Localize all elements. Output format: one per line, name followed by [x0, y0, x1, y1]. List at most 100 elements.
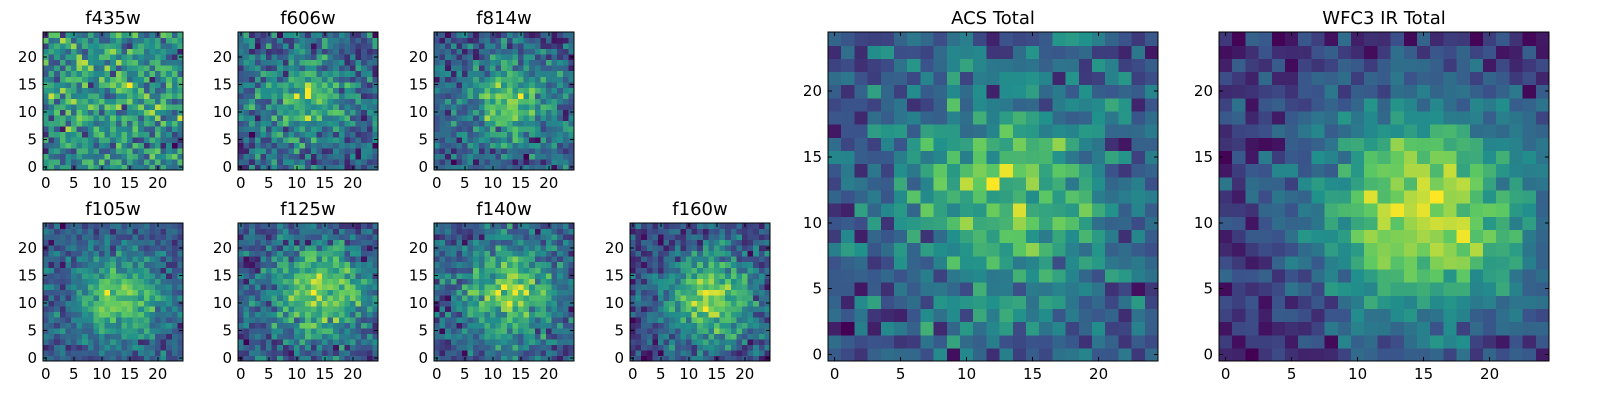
heatmap-cell: [54, 54, 61, 61]
heatmap-cell: [294, 344, 301, 351]
heatmap-cell: [160, 344, 167, 351]
heatmap-cell: [641, 305, 648, 312]
heatmap-cell: [1131, 229, 1146, 244]
heatmap-cell: [691, 333, 698, 340]
heatmap-cell: [344, 32, 351, 39]
heatmap-cell: [434, 322, 441, 329]
heatmap-cell: [59, 43, 66, 50]
heatmap-cell: [714, 234, 721, 241]
heatmap-cell: [714, 311, 721, 318]
heatmap-cell: [658, 283, 665, 290]
heatmap-cell: [127, 125, 134, 132]
heatmap-cell: [495, 70, 502, 77]
heatmap-cell: [59, 54, 66, 61]
heatmap-cell: [43, 344, 50, 351]
heatmap-cell: [260, 311, 267, 318]
heatmap-cell: [691, 322, 698, 329]
heatmap-cell: [946, 216, 961, 230]
y-tick-label: 0: [27, 349, 37, 367]
heatmap-cell: [674, 245, 681, 252]
heatmap-cell: [277, 272, 284, 279]
heatmap-cell: [986, 163, 1001, 178]
heatmap-cell: [540, 349, 547, 357]
heatmap-cell: [288, 283, 295, 290]
heatmap-cell: [680, 322, 687, 329]
heatmap-cell: [501, 32, 508, 39]
heatmap-cell: [138, 59, 145, 66]
heatmap-cell: [501, 136, 508, 143]
heatmap-cell: [260, 120, 267, 127]
heatmap-cell: [764, 267, 771, 274]
y-tick-label: 5: [614, 322, 624, 340]
heatmap-cell: [512, 283, 519, 290]
heatmap-cell: [327, 76, 334, 83]
heatmap-cell: [238, 234, 245, 241]
heatmap-cell: [333, 32, 340, 39]
heatmap-cell: [725, 278, 732, 285]
heatmap-cell: [551, 322, 558, 329]
heatmap-cell: [490, 316, 497, 323]
heatmap-cell: [450, 37, 457, 44]
x-tick-label: 0: [236, 365, 246, 383]
heatmap-cell: [59, 228, 66, 235]
heatmap-cell: [327, 278, 334, 285]
heatmap-cell: [529, 278, 536, 285]
heatmap-cell: [473, 289, 480, 296]
heatmap-cell: [546, 311, 553, 318]
heatmap-cell: [490, 136, 497, 143]
heatmap-cell: [238, 305, 245, 312]
heatmap-cell: [568, 278, 575, 285]
heatmap-cell: [495, 114, 502, 121]
heatmap-cell: [171, 245, 178, 252]
heatmap-cell: [48, 300, 55, 307]
heatmap-cell: [462, 327, 469, 334]
heatmap-cell: [277, 267, 284, 274]
heatmap-cell: [65, 147, 72, 155]
heatmap-cell: [674, 333, 681, 340]
heatmap-cell: [456, 267, 463, 274]
heatmap-cell: [551, 120, 558, 127]
heatmap-cell: [99, 147, 106, 155]
heatmap-cell: [669, 245, 676, 252]
heatmap-cell: [254, 300, 261, 307]
heatmap-cell: [99, 267, 106, 274]
heatmap-cell: [361, 300, 368, 307]
heatmap-cell: [445, 153, 452, 160]
heatmap-cell: [338, 43, 345, 50]
heatmap-cell: [736, 333, 743, 340]
heatmap-cell: [355, 109, 362, 116]
heatmap-cell: [512, 349, 519, 357]
heatmap-cell: [138, 250, 145, 257]
heatmap-cell: [104, 338, 111, 346]
heatmap-cell: [288, 322, 295, 329]
heatmap-cell: [71, 300, 78, 307]
heatmap-cell: [736, 278, 743, 285]
heatmap-cell: [697, 344, 704, 351]
heatmap-cell: [277, 136, 284, 143]
heatmap-cell: [82, 81, 89, 88]
heatmap-cell: [155, 239, 162, 246]
heatmap-cell: [753, 289, 760, 296]
heatmap-cell: [65, 136, 72, 143]
heatmap-cell: [490, 37, 497, 44]
heatmap-cell: [310, 250, 317, 257]
heatmap-cell: [355, 300, 362, 307]
heatmap-cell: [155, 267, 162, 274]
heatmap-cell: [299, 37, 306, 44]
heatmap-cell: [277, 120, 284, 127]
heatmap-cell: [960, 203, 974, 217]
heatmap-cell: [518, 147, 525, 155]
heatmap-cell: [254, 48, 261, 55]
y-tick-label: 10: [409, 103, 428, 121]
heatmap-cell: [127, 37, 134, 44]
heatmap-cell: [338, 70, 345, 77]
heatmap-cell: [973, 189, 987, 204]
heatmap-cell: [238, 228, 245, 235]
heatmap-cell: [160, 109, 167, 116]
heatmap-cell: [327, 322, 334, 329]
heatmap-cell: [540, 338, 547, 346]
heatmap-cell: [753, 267, 760, 274]
heatmap-cell: [43, 283, 50, 290]
heatmap-cell: [490, 158, 497, 166]
heatmap-cell: [271, 278, 278, 285]
